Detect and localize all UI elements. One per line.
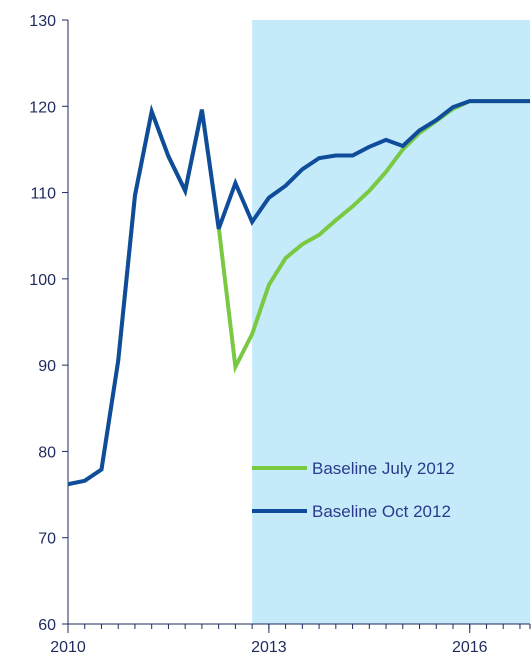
x-tick-label: 2016 — [452, 639, 488, 656]
y-tick-label: 110 — [30, 186, 56, 203]
y-tick-label: 60 — [38, 617, 56, 634]
axes: 60 70 80 90 100 110 120 130 2010 2013 2016 — [29, 13, 531, 656]
y-tick-label: 80 — [38, 444, 56, 461]
legend: Baseline July 2012 Baseline Oct 2012 — [252, 459, 455, 521]
y-tick-label: 130 — [29, 13, 56, 30]
y-tick-label: 100 — [29, 272, 56, 289]
y-tick-label: 90 — [38, 358, 56, 375]
legend-label-baseline-july-2012: Baseline July 2012 — [312, 459, 455, 478]
y-tick-label: 70 — [38, 531, 56, 548]
x-tick-label: 2013 — [251, 639, 287, 656]
series-layer — [67, 99, 530, 487]
series-line-baseline-oct-2012 — [67, 99, 530, 487]
y-tick-label: 120 — [29, 99, 56, 116]
forecast-shading-layer — [252, 20, 530, 624]
legend-label-baseline-oct-2012: Baseline Oct 2012 — [312, 502, 451, 521]
x-tick-label: 2010 — [50, 639, 86, 656]
forecast-shading — [252, 20, 530, 624]
